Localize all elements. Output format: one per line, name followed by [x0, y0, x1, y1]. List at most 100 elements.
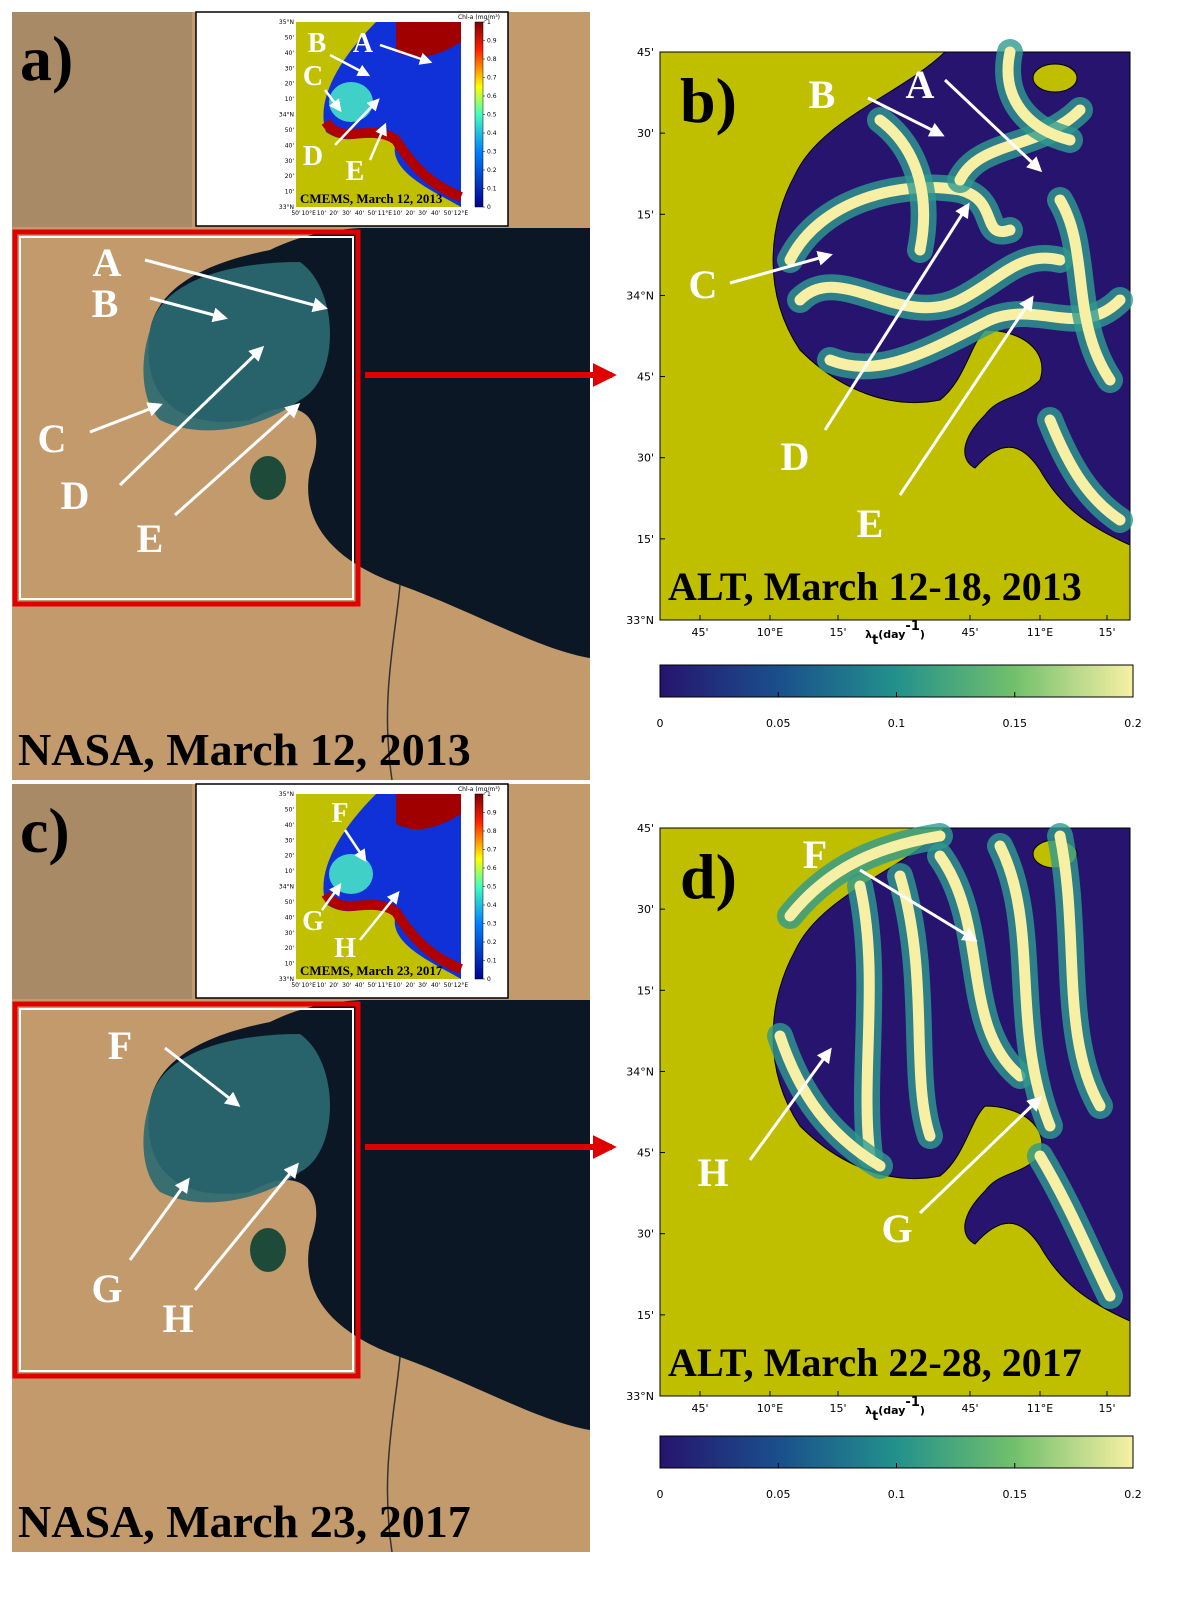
annotation-letter: C	[38, 416, 67, 461]
inset-land	[296, 22, 461, 207]
inset-coast-chl	[321, 118, 463, 202]
colorbar-label-part: )	[920, 628, 925, 641]
inset-x-tick-label: 12°E	[454, 210, 469, 217]
annotation-letter: H	[334, 933, 356, 964]
arrow	[343, 829, 367, 863]
panel-label: a)	[20, 23, 73, 94]
arrow	[174, 403, 301, 517]
inset-x-tick-label: 20'	[329, 210, 339, 217]
inset-x-tick-label: 50'	[444, 210, 454, 217]
inset-y-tick-label: 35°N	[279, 19, 294, 26]
inset-x-tick-label: 20'	[406, 982, 416, 989]
inset-north-chl	[396, 22, 461, 58]
arrow	[943, 78, 1043, 173]
y-tick-label: 45'	[637, 1147, 654, 1160]
colorbar-tick-label: 0	[657, 717, 664, 730]
inset-y-tick-label: 34°N	[279, 112, 294, 119]
inset-y-tick-label: 34°N	[279, 884, 294, 891]
arrow	[918, 1095, 1043, 1215]
y-tick-label: 30'	[637, 452, 654, 465]
inset-y-tick-label: 20'	[285, 853, 295, 860]
arrow	[144, 258, 328, 313]
border	[386, 584, 401, 781]
annotation-letter: B	[92, 281, 119, 326]
inset-x-tick-label: 30'	[342, 982, 352, 989]
gulf	[143, 262, 330, 431]
y-tick-label: 15'	[637, 1309, 654, 1322]
y-tick-label: 15'	[637, 533, 654, 546]
inset-y-tick-label: 50'	[285, 899, 295, 906]
inset-colorbar-tick-label: 0.3	[487, 921, 497, 928]
annotation-letter: C	[303, 61, 323, 92]
x-tick-label: 15'	[829, 626, 846, 639]
annotation-letter: G	[881, 1206, 912, 1251]
colorbar-tick-label: 0.15	[1003, 1488, 1028, 1501]
inset-y-tick-label: 50'	[285, 34, 295, 41]
inset-land	[296, 794, 461, 979]
inset-y-tick-label: 20'	[285, 81, 295, 88]
colorbar-label-part: (day	[878, 1404, 905, 1417]
inset-y-tick-label: 30'	[285, 158, 295, 165]
x-tick-label: 45'	[961, 1402, 978, 1415]
arrow	[89, 402, 163, 434]
y-tick-label: 15'	[637, 208, 654, 221]
inset-colorbar-title: Chl-a (mg/m³)	[458, 786, 500, 793]
inset-colorbar	[474, 21, 484, 208]
inset-x-tick-label: 50'	[368, 210, 378, 217]
island	[1032, 63, 1078, 93]
annotation-letter: A	[353, 28, 374, 59]
inset-x-tick-label: 30'	[342, 210, 352, 217]
inset-y-tick-label: 30'	[285, 930, 295, 937]
zoom-box-inner	[19, 1008, 354, 1372]
inset-x-tick-label: 10°E	[301, 210, 316, 217]
inset-x-tick-label: 20'	[406, 210, 416, 217]
ftle-ridge	[794, 252, 1066, 314]
colorbar-label-part: t	[872, 1409, 878, 1424]
photo-caption: NASA, March 12, 2013	[18, 724, 471, 775]
inset-colorbar-tick-label: 0.7	[487, 75, 497, 82]
inset-x-tick-label: 10'	[317, 210, 327, 217]
arrow	[164, 1046, 241, 1107]
zoom-box	[12, 229, 361, 607]
ftle-ridge	[894, 870, 936, 1142]
annotation-letter: E	[857, 501, 884, 546]
colorbar-tick-label: 0.1	[888, 1488, 906, 1501]
inset-colorbar-tick-label: 1	[487, 19, 491, 26]
inset-x-tick-label: 40'	[431, 982, 441, 989]
panel-label: b)	[680, 65, 737, 136]
inset-colorbar-tick-label: 0	[487, 204, 491, 211]
inset-x-tick-label: 30'	[418, 982, 428, 989]
inset-colorbar-tick-label: 0.8	[487, 828, 497, 835]
ftle-ridge	[784, 182, 1016, 266]
inset-y-tick-label: 30'	[285, 65, 295, 72]
inset-colorbar-tick-label: 0.9	[487, 810, 497, 817]
inset-colorbar-tick-label: 0.2	[487, 167, 497, 174]
inset-x-tick-label: 30'	[418, 210, 428, 217]
inset-x-tick-label: 20'	[329, 982, 339, 989]
inset-x-tick-label: 40'	[431, 210, 441, 217]
colorbar-label-part: t	[872, 633, 878, 648]
arrow	[193, 1162, 299, 1291]
inset-caption: CMEMS, March 12, 2013	[300, 191, 443, 206]
inset-colorbar-tick-label: 0.8	[487, 56, 497, 63]
inset-colorbar-tick-label: 0.1	[487, 186, 497, 193]
land-north	[12, 12, 192, 227]
ftle-ridge	[1044, 414, 1126, 526]
colorbar-tick-label: 0.2	[1124, 717, 1142, 730]
arrow	[867, 96, 945, 137]
y-tick-label: 15'	[637, 984, 654, 997]
ftle-ridge	[1054, 194, 1116, 386]
inset-north-chl	[396, 794, 461, 830]
inset-colorbar-tick-label: 0.4	[487, 902, 497, 909]
arrow	[823, 202, 970, 431]
x-tick-label: 11°E	[1027, 626, 1053, 639]
x-tick-label: 15'	[1098, 626, 1115, 639]
ftle-ridge	[784, 830, 946, 922]
arrow	[729, 251, 833, 285]
arrow	[379, 43, 433, 65]
x-tick-label: 15'	[1098, 1402, 1115, 1415]
inset-x-tick-label: 50'	[444, 982, 454, 989]
ftle-ridge	[774, 1030, 886, 1172]
inset-y-tick-label: 30'	[285, 837, 295, 844]
border	[386, 1356, 401, 1553]
